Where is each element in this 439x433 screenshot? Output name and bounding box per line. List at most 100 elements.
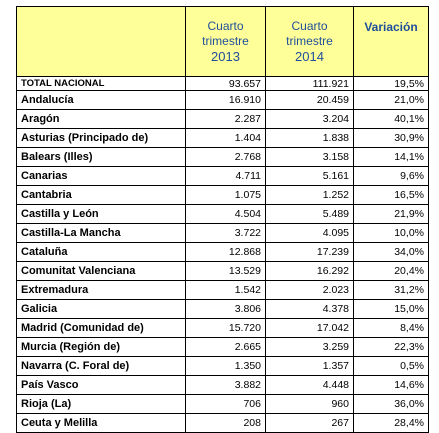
q4-2014-cell: 16.292 [265, 261, 354, 281]
region-cell: Andalucía [16, 90, 186, 110]
header-q4-2013-line1: Cuarto [207, 19, 244, 33]
table-row: Asturias (Principado de) 1.404 1.838 30,9% [16, 128, 429, 148]
region-cell: Galicia [16, 299, 186, 319]
q4-2013-cell: 2.665 [185, 337, 266, 357]
variation-cell: 28,4% [353, 413, 429, 433]
region-cell: Asturias (Principado de) [16, 128, 186, 148]
region-cell: Madrid (Comunidad de) [16, 318, 186, 338]
region-cell: Cataluña [16, 242, 186, 262]
header-row: Cuarto trimestre 2013 Cuarto trimestre 2… [16, 6, 429, 77]
q4-2014-cell: 2.023 [265, 280, 354, 300]
data-table-container: Cuarto trimestre 2013 Cuarto trimestre 2… [16, 6, 429, 433]
q4-2013-cell: 4.504 [185, 204, 266, 224]
variation-cell: 9,6% [353, 166, 429, 186]
region-cell: Ceuta y Melilla [16, 413, 186, 433]
q4-2013-cell: 2.287 [185, 109, 266, 129]
q4-2013-cell: 706 [185, 394, 266, 414]
table-row: Comunitat Valenciana 13.529 16.292 20,4% [16, 261, 429, 281]
variation-cell: 16,5% [353, 185, 429, 205]
variation-cell: 34,0% [353, 242, 429, 262]
q4-2013-cell: 13.529 [185, 261, 266, 281]
variation-cell: 14,6% [353, 375, 429, 395]
q4-2014-cell: 960 [265, 394, 354, 414]
table-body: TOTAL NACIONAL 93.657 111.921 19,5% Andalucí… [16, 76, 429, 433]
header-q4-2014: Cuarto trimestre 2014 [265, 6, 354, 77]
table-row: Murcia (Región de) 2.665 3.259 22,3% [16, 337, 429, 357]
header-q4-2014-line2: trimestre [286, 34, 333, 48]
variation-cell: 21,0% [353, 90, 429, 110]
variation-cell: 10,0% [353, 223, 429, 243]
table-row: Galicia 3.806 4.378 15,0% [16, 299, 429, 319]
table-row: Balears (Illes) 2.768 3.158 14,1% [16, 147, 429, 167]
header-q4-2013: Cuarto trimestre 2013 [185, 6, 266, 77]
q4-2013-cell: 1.350 [185, 356, 266, 376]
variation-cell: 31,2% [353, 280, 429, 300]
q4-2014-cell: 1.252 [265, 185, 354, 205]
table-row-total: TOTAL NACIONAL 93.657 111.921 19,5% [16, 76, 429, 91]
table-row: Ceuta y Melilla 208 267 28,4% [16, 413, 429, 433]
q4-2013-cell: 3.882 [185, 375, 266, 395]
region-cell: Aragón [16, 109, 186, 129]
q4-2014-cell: 4.095 [265, 223, 354, 243]
q4-2014-cell: 3.204 [265, 109, 354, 129]
region-cell: Rioja (La) [16, 394, 186, 414]
header-q4-2014-line3: 2014 [295, 49, 324, 64]
variation-cell: 0,5% [353, 356, 429, 376]
q4-2014-cell: 3.158 [265, 147, 354, 167]
q4-2014-cell: 111.921 [265, 76, 354, 91]
region-cell: Canarias [16, 166, 186, 186]
q4-2013-cell: 3.806 [185, 299, 266, 319]
variation-cell: 30,9% [353, 128, 429, 148]
variation-cell: 22,3% [353, 337, 429, 357]
region-cell: Navarra (C. Foral de) [16, 356, 186, 376]
regional-comparison-table: Cuarto trimestre 2013 Cuarto trimestre 2… [16, 6, 429, 433]
header-q4-2013-line2: trimestre [202, 34, 249, 48]
q4-2014-cell: 3.259 [265, 337, 354, 357]
region-cell: Extremadura [16, 280, 186, 300]
q4-2014-cell: 1.357 [265, 356, 354, 376]
region-cell: Castilla-La Mancha [16, 223, 186, 243]
header-q4-2014-line1: Cuarto [291, 19, 328, 33]
table-row: Navarra (C. Foral de) 1.350 1.357 0,5% [16, 356, 429, 376]
region-cell: Comunitat Valenciana [16, 261, 186, 281]
table-row: Aragón 2.287 3.204 40,1% [16, 109, 429, 129]
header-variation: Variación [353, 6, 429, 77]
header-region-blank [16, 6, 186, 77]
q4-2013-cell: 1.404 [185, 128, 266, 148]
table-row: País Vasco 3.882 4.448 14,6% [16, 375, 429, 395]
q4-2014-cell: 5.161 [265, 166, 354, 186]
q4-2013-cell: 1.542 [185, 280, 266, 300]
variation-cell: 20,4% [353, 261, 429, 281]
table-row: Cantabria 1.075 1.252 16,5% [16, 185, 429, 205]
q4-2013-cell: 1.075 [185, 185, 266, 205]
q4-2014-cell: 5.489 [265, 204, 354, 224]
variation-cell: 14,1% [353, 147, 429, 167]
table-row: Castilla y León 4.504 5.489 21,9% [16, 204, 429, 224]
table-header: Cuarto trimestre 2013 Cuarto trimestre 2… [16, 6, 429, 77]
table-row: Andalucía 16.910 20.459 21,0% [16, 90, 429, 110]
region-cell: Balears (Illes) [16, 147, 186, 167]
q4-2013-cell: 3.722 [185, 223, 266, 243]
q4-2014-cell: 20.459 [265, 90, 354, 110]
q4-2014-cell: 4.378 [265, 299, 354, 319]
region-cell: TOTAL NACIONAL [16, 76, 186, 91]
variation-cell: 21,9% [353, 204, 429, 224]
q4-2013-cell: 12.868 [185, 242, 266, 262]
variation-cell: 19,5% [353, 76, 429, 91]
region-cell: País Vasco [16, 375, 186, 395]
region-cell: Cantabria [16, 185, 186, 205]
q4-2014-cell: 17.239 [265, 242, 354, 262]
q4-2013-cell: 15.720 [185, 318, 266, 338]
table-row: Extremadura 1.542 2.023 31,2% [16, 280, 429, 300]
q4-2014-cell: 4.448 [265, 375, 354, 395]
table-row: Cataluña 12.868 17.239 34,0% [16, 242, 429, 262]
header-q4-2013-line3: 2013 [211, 49, 240, 64]
table-row: Castilla-La Mancha 3.722 4.095 10,0% [16, 223, 429, 243]
q4-2014-cell: 1.838 [265, 128, 354, 148]
q4-2014-cell: 267 [265, 413, 354, 433]
q4-2013-cell: 16.910 [185, 90, 266, 110]
variation-cell: 8,4% [353, 318, 429, 338]
variation-cell: 40,1% [353, 109, 429, 129]
q4-2013-cell: 93.657 [185, 76, 266, 91]
table-row: Rioja (La) 706 960 36,0% [16, 394, 429, 414]
